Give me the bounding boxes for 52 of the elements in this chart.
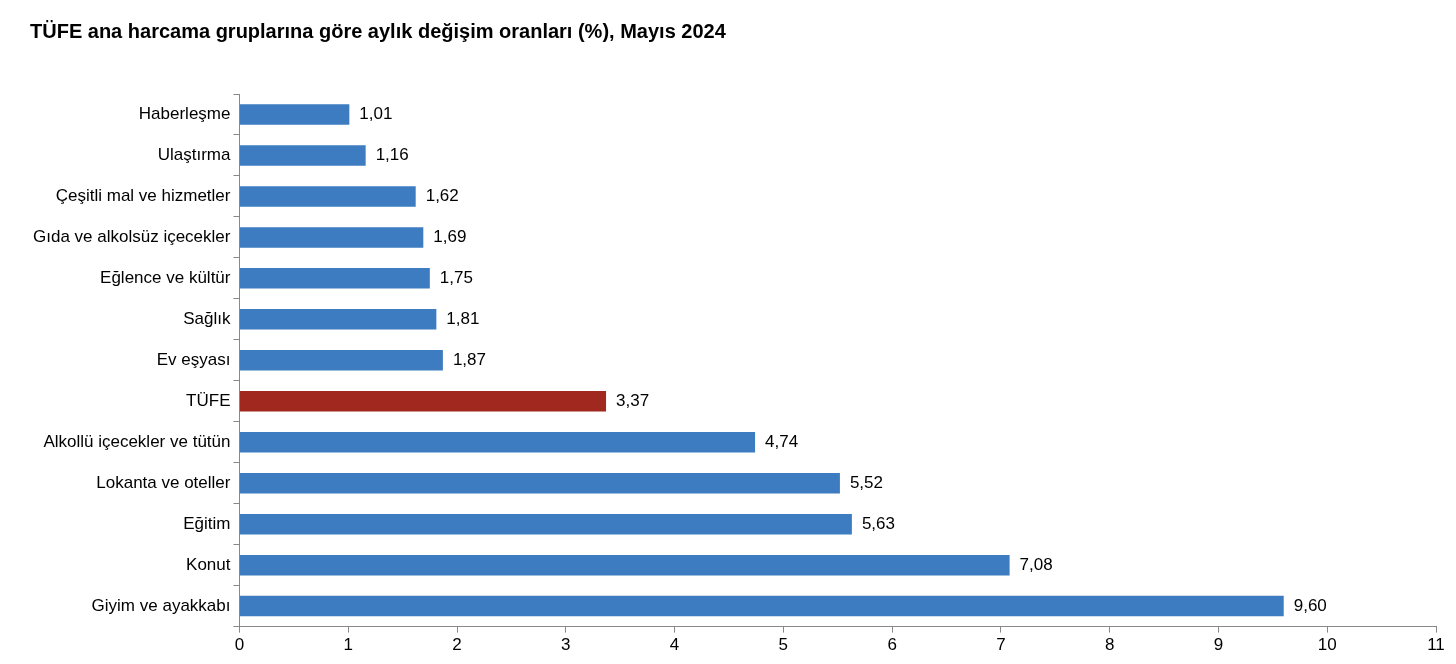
bar xyxy=(239,227,424,248)
chart-title: TÜFE ana harcama gruplarına göre aylık değişim oranları (%), Mayıs 2024 xyxy=(30,19,727,42)
x-tick-label: 1 xyxy=(343,635,353,655)
y-tick-label: Giyim ve ayakkabı xyxy=(91,595,231,615)
data-label: 1,75 xyxy=(439,268,473,288)
y-tick-label: TÜFE xyxy=(186,390,231,410)
bar xyxy=(239,595,1284,617)
bar xyxy=(239,186,416,207)
x-tick-label: 3 xyxy=(561,635,571,655)
data-label: 1,87 xyxy=(452,349,486,369)
y-tick-label: Çeşitli mal ve hizmetler xyxy=(55,186,231,206)
bar xyxy=(239,268,430,289)
x-tick-label: 2 xyxy=(452,635,462,655)
data-label: 7,08 xyxy=(1019,554,1053,574)
data-label: 9,60 xyxy=(1293,595,1327,615)
data-label: 1,81 xyxy=(446,309,480,329)
y-tick-label: Eğitim xyxy=(183,513,231,533)
bar xyxy=(239,432,756,453)
y-tick-label: Sağlık xyxy=(183,309,231,329)
data-label: 1,69 xyxy=(433,227,467,247)
data-label: 5,63 xyxy=(861,513,895,533)
bar xyxy=(239,350,443,371)
y-tick-label: Haberleşme xyxy=(138,104,231,124)
data-label: 5,52 xyxy=(849,472,884,492)
x-tick-label: 6 xyxy=(887,635,897,655)
bar xyxy=(239,145,366,166)
y-tick-label: Gıda ve alkolsüz içecekler xyxy=(32,227,231,247)
bar xyxy=(239,309,437,330)
x-tick-label: 4 xyxy=(669,635,680,655)
x-tick-label: 11 xyxy=(1427,635,1445,655)
x-tick-label: 0 xyxy=(234,635,245,655)
y-tick-label: Alkollü içecekler ve tütün xyxy=(43,431,231,451)
y-tick-label: Lokanta ve oteller xyxy=(96,472,231,492)
y-tick-label: Konut xyxy=(186,554,231,574)
x-tick-label: 10 xyxy=(1317,635,1337,655)
data-label: 1,01 xyxy=(359,104,393,124)
bar xyxy=(239,104,350,125)
bar xyxy=(239,554,1010,576)
bar xyxy=(239,513,852,535)
y-tick-label: Ev eşyası xyxy=(156,349,231,369)
data-label: 1,62 xyxy=(425,186,459,206)
x-tick-label: 8 xyxy=(1104,635,1115,655)
bar xyxy=(239,472,840,494)
x-tick-label: 7 xyxy=(996,635,1006,655)
data-label: 1,16 xyxy=(375,145,409,165)
bar xyxy=(239,391,607,412)
y-tick-label: Ulaştırma xyxy=(157,145,232,165)
data-label: 4,74 xyxy=(765,431,799,451)
data-label: 3,37 xyxy=(616,390,650,410)
y-tick-label: Eğlence ve kültür xyxy=(100,268,231,288)
x-tick-label: 9 xyxy=(1213,635,1224,655)
x-tick-label: 5 xyxy=(778,635,789,655)
